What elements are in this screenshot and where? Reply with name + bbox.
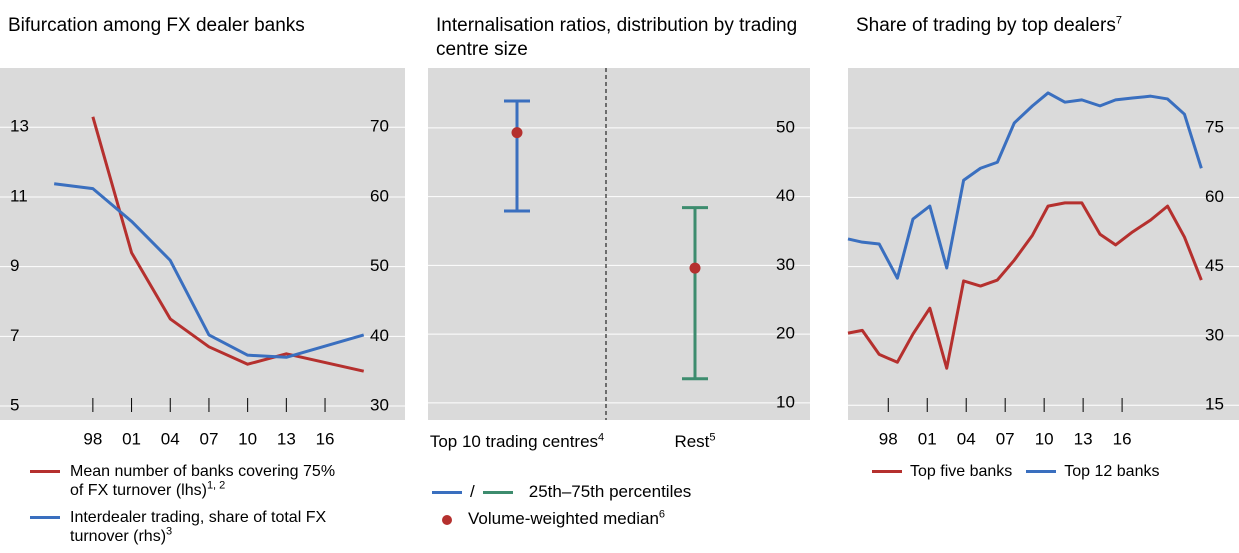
y-tick-label: 5 — [10, 396, 19, 415]
legend: / 25th–75th percentiles Volume-weighted me… — [432, 482, 774, 528]
y2-tick-label: 60 — [370, 186, 389, 205]
chart-title: Share of trading by top dealers7 — [856, 14, 1237, 38]
y-tick-label: 75 — [1205, 118, 1224, 137]
y-tick-label: 60 — [1205, 187, 1224, 206]
category-text: Rest — [674, 432, 710, 451]
legend-separator: / — [470, 482, 475, 501]
series-line — [91, 116, 365, 373]
legend-swatch — [872, 470, 902, 474]
legend-note: 3 — [166, 525, 173, 538]
legend-note: 6 — [658, 508, 666, 521]
legend-note: 1, 2 — [206, 479, 226, 492]
y-tick-label: 45 — [1205, 256, 1224, 275]
legend-item: Top 12 banks — [1026, 462, 1159, 481]
legend-label: Mean number of banks covering 75% of FX … — [70, 463, 336, 499]
legend-item: Interdealer trading, share of total FX t… — [30, 508, 340, 546]
x-tick-label: 10 — [238, 429, 257, 448]
title-note: 7 — [1115, 14, 1122, 27]
category-text: Top 10 trading centres — [429, 432, 599, 451]
legend-label: Top 12 banks — [1064, 463, 1160, 480]
y2-tick-label: 30 — [370, 396, 389, 415]
y-tick-label: 10 — [776, 392, 795, 411]
legend-swatch — [432, 491, 462, 495]
plot-background — [848, 68, 1239, 420]
legend-swatch — [1026, 470, 1057, 474]
y-tick-label: 30 — [776, 255, 795, 274]
legend-swatch — [30, 470, 60, 473]
series-line — [847, 201, 1203, 370]
legend-item: Volume-weighted median6 — [432, 509, 774, 528]
legend: Top five banks Top 12 banks — [872, 462, 1223, 481]
legend-label: Volume-weighted median — [468, 509, 659, 528]
legend-item: Mean number of banks covering 75% of FX … — [30, 462, 340, 500]
chart-title: Bifurcation among FX dealer banks — [8, 14, 403, 38]
x-tick-label: 01 — [122, 429, 141, 448]
y-tick-label: 50 — [776, 117, 795, 136]
x-tick-label: 98 — [879, 429, 898, 448]
x-tick-label: 98 — [83, 429, 102, 448]
x-tick-label: 01 — [918, 429, 937, 448]
plot-background — [428, 68, 810, 420]
legend-swatch — [30, 516, 60, 519]
y-tick-label: 40 — [776, 186, 795, 205]
y-tick-label: 9 — [10, 256, 19, 275]
title-text: Bifurcation among FX dealer banks — [8, 15, 305, 36]
x-tick-label: 16 — [316, 429, 335, 448]
y-tick-label: 13 — [10, 117, 29, 136]
y-tick-label: 30 — [1205, 325, 1224, 344]
title-text: Share of trading by top dealers — [856, 15, 1116, 36]
y2-tick-label: 50 — [370, 256, 389, 275]
category-label: Rest5 — [605, 432, 785, 451]
plot-background — [0, 68, 405, 420]
y2-tick-label: 70 — [370, 117, 389, 136]
category-note: 4 — [598, 431, 605, 444]
y-tick-label: 20 — [776, 324, 795, 343]
title-text: Internalisation ratios, distribution by … — [436, 15, 798, 60]
legend-label: Top five banks — [910, 463, 1013, 480]
legend: Mean number of banks covering 75% of FX … — [30, 462, 395, 553]
series-line — [847, 91, 1203, 280]
legend-dot — [442, 514, 452, 525]
y2-tick-label: 40 — [370, 326, 389, 345]
x-tick-label: 07 — [996, 429, 1015, 448]
median-dot — [689, 262, 701, 274]
x-tick-label: 10 — [1035, 429, 1054, 448]
x-tick-label: 04 — [161, 429, 180, 448]
category-label: Top 10 trading centres4 — [427, 432, 607, 451]
x-tick-label: 16 — [1113, 429, 1132, 448]
x-tick-label: 04 — [957, 429, 976, 448]
median-dot — [511, 127, 523, 139]
legend-label: 25th–75th percentiles — [528, 482, 692, 501]
legend-item: / 25th–75th percentiles — [432, 482, 774, 501]
series-line — [53, 182, 365, 359]
category-note: 5 — [709, 431, 716, 444]
legend-item: Top five banks — [872, 462, 1012, 481]
x-tick-label: 13 — [277, 429, 296, 448]
y-tick-label: 15 — [1205, 395, 1224, 414]
y-tick-label: 7 — [10, 326, 19, 345]
x-tick-label: 13 — [1074, 429, 1093, 448]
y-tick-label: 11 — [10, 186, 28, 205]
chart-title: Internalisation ratios, distribution by … — [436, 14, 808, 62]
legend-swatch — [482, 491, 513, 495]
x-tick-label: 07 — [199, 429, 218, 448]
legend-label: Interdealer trading, share of total FX t… — [70, 509, 327, 545]
